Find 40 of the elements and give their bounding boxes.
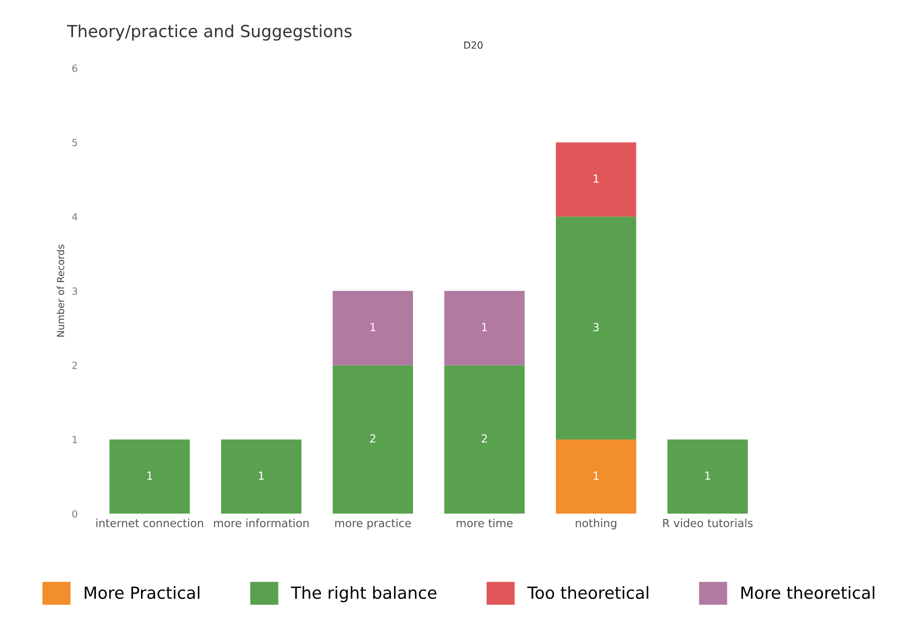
x-tick-label: internet connection (96, 518, 204, 528)
bar (556, 439, 636, 514)
legend-label: More Practical (84, 586, 200, 599)
y-tick-label: 5 (72, 138, 77, 146)
data-label: 1 (370, 323, 376, 332)
bar (667, 439, 748, 514)
data-label: 1 (594, 174, 599, 183)
y-axis-title: Number of Records (56, 244, 64, 337)
bar (556, 216, 636, 440)
legend-label: More theoretical (741, 586, 874, 599)
bar (556, 142, 636, 217)
data-label: 2 (482, 434, 487, 443)
chart-subtitle: D20 (464, 41, 483, 49)
data-label: 1 (594, 472, 599, 480)
y-tick-label: 1 (72, 436, 77, 444)
y-tick-label: 3 (72, 287, 78, 295)
bar (332, 365, 414, 514)
data-label: 1 (147, 472, 152, 480)
y-tick-label: 0 (72, 510, 78, 518)
data-label: 2 (370, 434, 376, 443)
y-tick-label: 2 (72, 362, 77, 369)
data-label: 1 (258, 472, 264, 480)
bar (444, 365, 525, 514)
x-tick-label: more practice (335, 518, 411, 530)
x-tick-label: R video tutorials (663, 518, 753, 528)
legend-label: The right balance (290, 586, 436, 602)
chart-title: Theory/practice and Suggegstions (67, 24, 352, 41)
bar (444, 290, 525, 366)
x-tick-label: nothing (576, 518, 616, 530)
bar (332, 290, 414, 366)
y-tick-label: 4 (72, 213, 78, 220)
data-label: 1 (482, 323, 487, 332)
x-tick-label: more information (214, 518, 309, 528)
bar (221, 439, 302, 514)
data-label: 1 (705, 472, 710, 480)
x-tick-label: more time (456, 518, 513, 528)
data-label: 3 (593, 322, 599, 332)
legend-label: Too theoretical (527, 586, 648, 599)
bar (109, 439, 190, 514)
y-tick-label: 6 (72, 64, 78, 72)
